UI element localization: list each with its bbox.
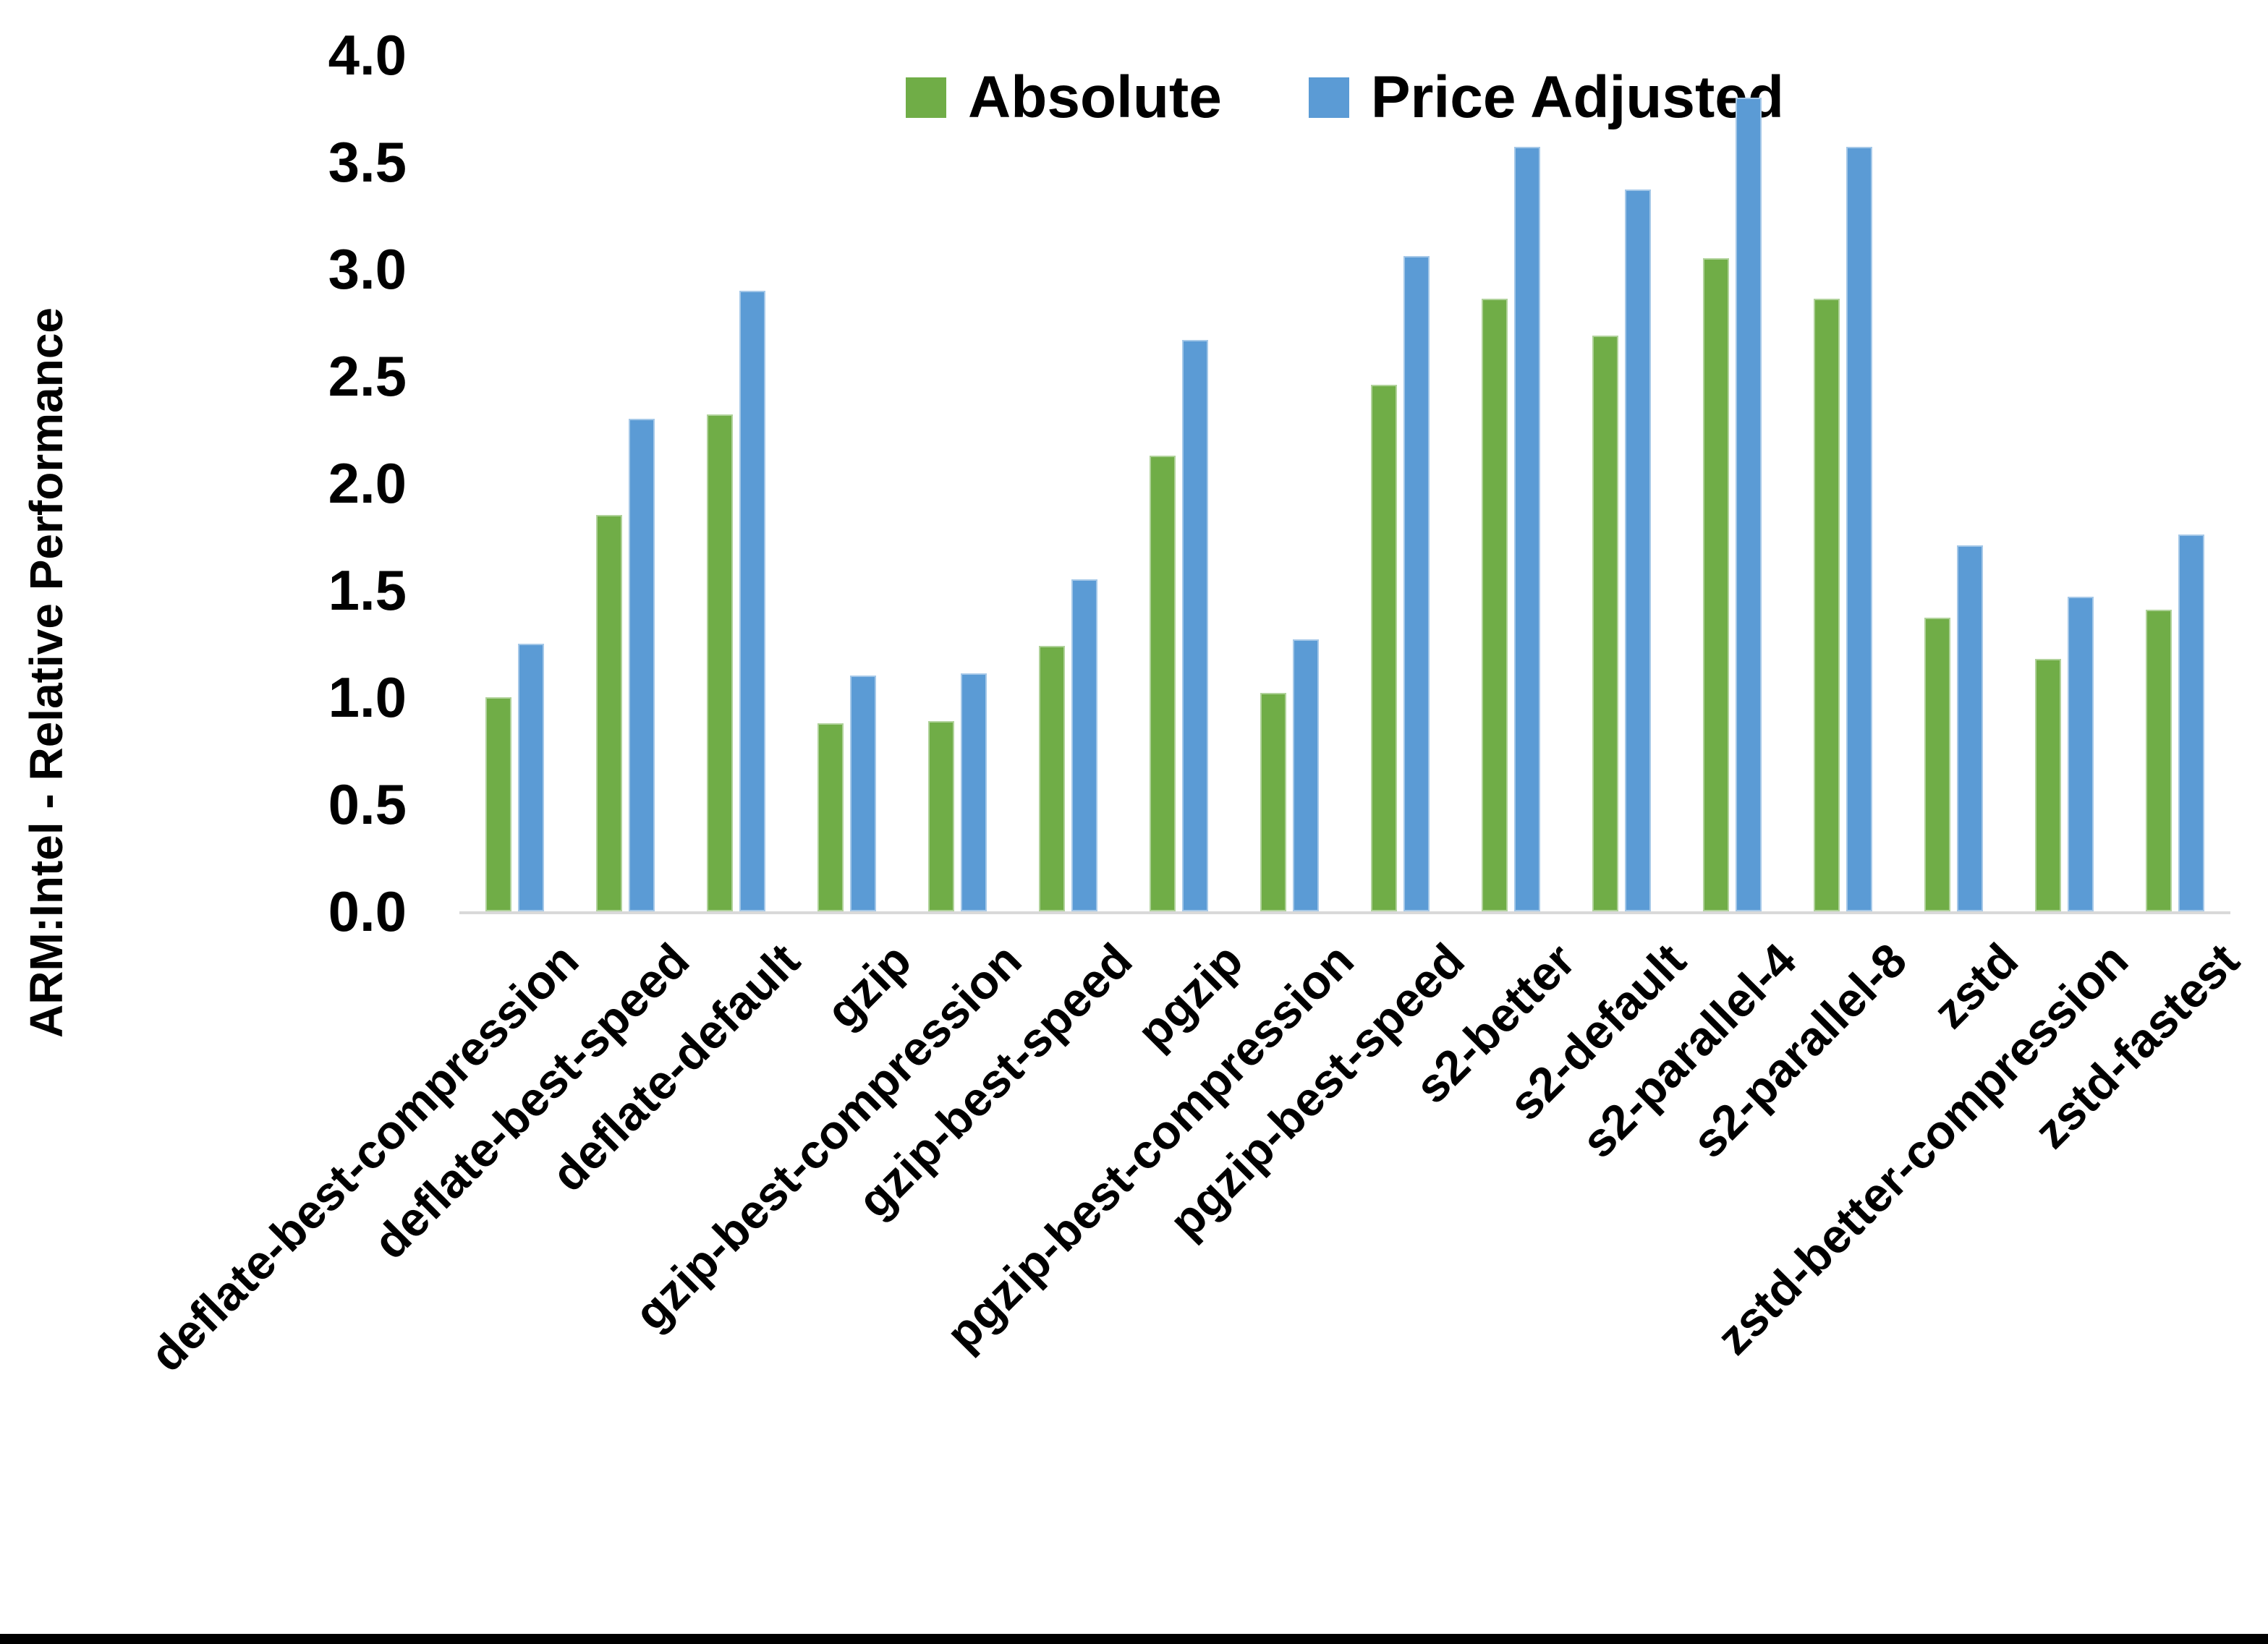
bottom-border [0, 1634, 2268, 1644]
bar-price-adjusted-s2-better [1514, 147, 1540, 911]
y-tick-label: 4.0 [328, 23, 407, 87]
bar-group-zstd-better-compression [2009, 55, 2120, 911]
y-tick-label: 0.0 [328, 880, 407, 943]
bar-price-adjusted-deflate-best-compression [518, 644, 544, 911]
bar-price-adjusted-pgzip [1182, 339, 1208, 911]
bar-price-adjusted-gzip-best-speed [1071, 579, 1097, 911]
plot-area [459, 55, 2230, 914]
bar-absolute-deflate-default [707, 414, 733, 911]
bar-group-deflate-default [681, 55, 791, 911]
legend-item-price-adjusted: Price Adjusted [1308, 64, 1784, 132]
y-tick-label: 1.0 [328, 665, 407, 729]
bar-absolute-deflate-best-speed [596, 515, 622, 911]
legend-label-price-adjusted: Price Adjusted [1370, 64, 1784, 130]
bar-absolute-zstd [1924, 618, 1950, 911]
y-tick-label: 2.5 [328, 344, 407, 408]
bar-group-s2-parallel-8 [1788, 55, 1898, 911]
legend-swatch-price-adjusted [1308, 77, 1349, 118]
bar-group-gzip-best-compression [902, 55, 1013, 911]
legend-swatch-absolute [906, 77, 947, 118]
y-tick-label: 3.5 [328, 130, 407, 194]
bar-absolute-s2-better [1482, 299, 1508, 911]
bar-group-zstd [1898, 55, 2009, 911]
bar-price-adjusted-pgzip-best-speed [1403, 256, 1430, 911]
bar-price-adjusted-deflate-default [739, 290, 765, 911]
bar-price-adjusted-s2-parallel-4 [1736, 98, 1762, 911]
legend-item-absolute: Absolute [906, 64, 1222, 132]
bar-price-adjusted-zstd [1957, 545, 1983, 911]
y-axis-title: ARM:Intel - Relative Performance [20, 307, 72, 1039]
bar-price-adjusted-s2-default [1625, 189, 1651, 911]
bar-absolute-gzip [817, 723, 844, 911]
bar-absolute-deflate-best-compression [485, 697, 511, 911]
bar-group-s2-better [1456, 55, 1566, 911]
bar-price-adjusted-pgzip-best-compression [1293, 639, 1319, 911]
legend: Absolute Price Adjusted [459, 64, 2230, 132]
bar-absolute-pgzip-best-speed [1371, 384, 1397, 911]
bar-absolute-gzip-best-speed [1039, 645, 1065, 911]
bar-absolute-gzip-best-compression [928, 720, 954, 911]
bar-absolute-s2-parallel-8 [1814, 299, 1840, 911]
bar-group-deflate-best-speed [570, 55, 681, 911]
legend-label-absolute: Absolute [968, 64, 1222, 130]
y-tick-label: 0.5 [328, 772, 407, 836]
bar-absolute-zstd-better-compression [2035, 658, 2061, 911]
x-label-deflate-best-compression: deflate-best-compression [140, 932, 589, 1382]
bar-price-adjusted-zstd-fastest [2178, 534, 2204, 911]
bar-group-gzip-best-speed [1013, 55, 1124, 911]
bar-absolute-s2-parallel-4 [1703, 258, 1729, 911]
bar-group-deflate-best-compression [459, 55, 570, 911]
bar-group-pgzip-best-speed [1345, 55, 1456, 911]
y-tick-label: 1.5 [328, 558, 407, 622]
bar-group-s2-parallel-4 [1677, 55, 1788, 911]
y-tick-label: 3.0 [328, 237, 407, 301]
bar-group-pgzip-best-compression [1234, 55, 1345, 911]
bar-absolute-pgzip-best-compression [1260, 693, 1286, 911]
bar-group-s2-default [1566, 55, 1677, 911]
bar-absolute-zstd-fastest [2146, 609, 2172, 911]
bar-price-adjusted-gzip-best-compression [961, 673, 987, 911]
y-tick-label: 2.0 [328, 451, 407, 515]
bar-group-gzip [791, 55, 902, 911]
bar-group-pgzip [1124, 55, 1234, 911]
bar-price-adjusted-zstd-better-compression [2068, 596, 2094, 911]
bar-absolute-s2-default [1592, 335, 1618, 911]
bar-price-adjusted-gzip [850, 676, 876, 911]
bar-group-zstd-fastest [2120, 55, 2230, 911]
bar-price-adjusted-deflate-best-speed [629, 419, 655, 911]
bar-price-adjusted-s2-parallel-8 [1846, 147, 1872, 911]
bar-absolute-pgzip [1150, 455, 1176, 911]
